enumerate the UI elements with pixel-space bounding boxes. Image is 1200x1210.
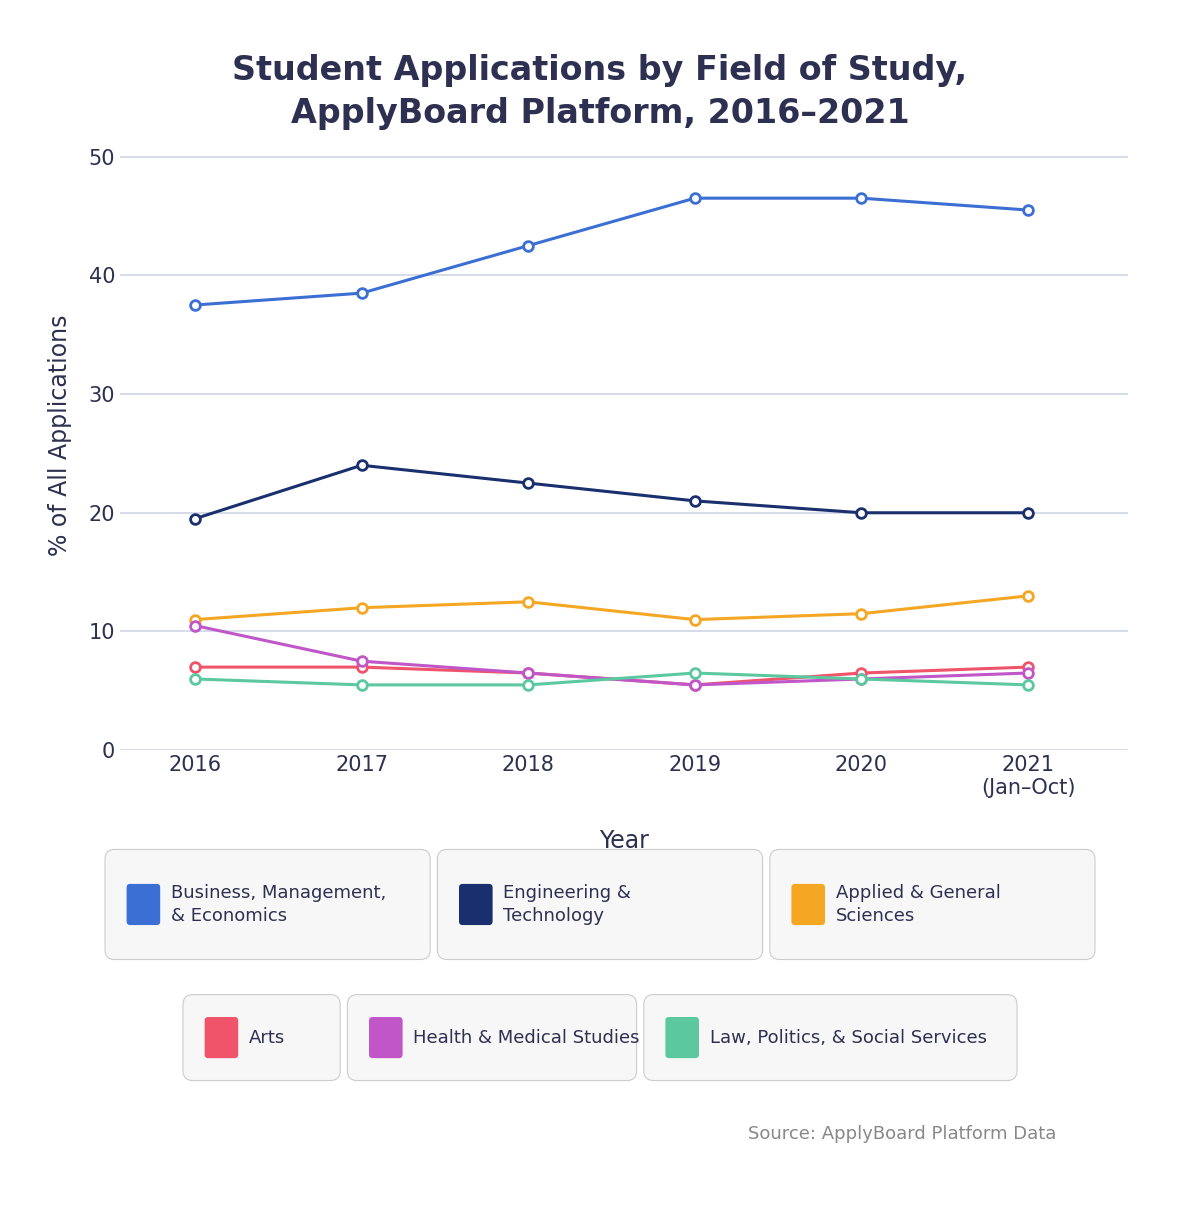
Text: Engineering &
Technology: Engineering & Technology bbox=[504, 883, 631, 926]
Text: Business, Management,
& Economics: Business, Management, & Economics bbox=[170, 883, 386, 926]
Text: Law, Politics, & Social Services: Law, Politics, & Social Services bbox=[710, 1028, 986, 1047]
Y-axis label: % of All Applications: % of All Applications bbox=[48, 315, 72, 557]
Text: Student Applications by Field of Study,
ApplyBoard Platform, 2016–2021: Student Applications by Field of Study, … bbox=[233, 54, 967, 129]
Text: Arts: Arts bbox=[250, 1028, 286, 1047]
Text: Year: Year bbox=[599, 829, 649, 853]
Text: Applied & General
Sciences: Applied & General Sciences bbox=[835, 883, 1001, 926]
Text: Source: ApplyBoard Platform Data: Source: ApplyBoard Platform Data bbox=[748, 1125, 1056, 1143]
Text: Health & Medical Studies: Health & Medical Studies bbox=[413, 1028, 640, 1047]
